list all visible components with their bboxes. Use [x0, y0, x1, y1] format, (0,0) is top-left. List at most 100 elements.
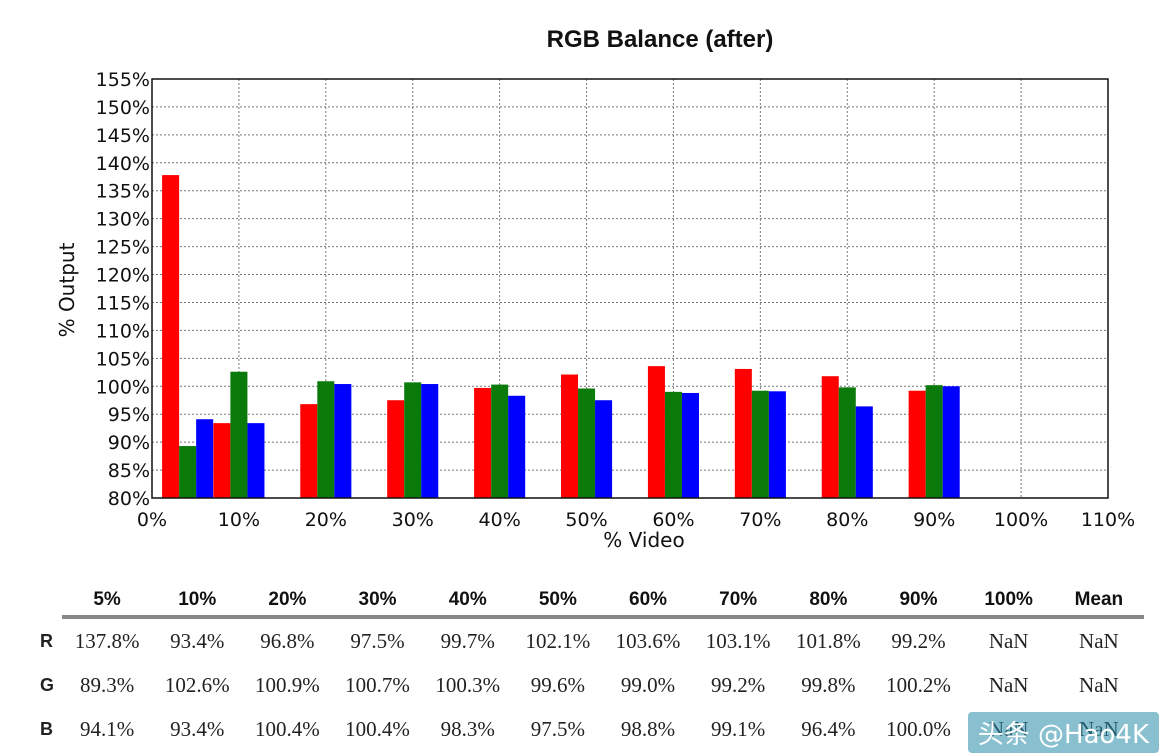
y-tick-label: 135%: [96, 181, 150, 203]
column-header: Mean: [1053, 585, 1144, 619]
column-header: 90%: [873, 585, 964, 619]
bar-r-40: [474, 387, 492, 498]
bar-r-90: [908, 390, 926, 498]
bar-g-90: [925, 385, 943, 498]
table-cell: 93.4%: [170, 716, 225, 741]
bar-g-10: [230, 371, 248, 498]
bar-r-80: [821, 376, 839, 498]
x-axis-label: % Video: [603, 528, 684, 552]
table-cell: 96.4%: [801, 716, 856, 741]
table-cell: 100.0%: [886, 716, 951, 741]
x-tick-label: 60%: [652, 509, 694, 531]
x-tick-label: 50%: [565, 509, 607, 531]
table-cell: 98.3%: [440, 716, 495, 741]
column-header: 20%: [242, 585, 333, 619]
table-cell: 99.2%: [711, 672, 766, 697]
y-tick-label: 115%: [96, 292, 150, 314]
table-cell: 100.4%: [255, 716, 320, 741]
bar-b-60: [681, 392, 699, 498]
plot-frame: [151, 78, 1109, 499]
table-cell: 100.9%: [255, 672, 320, 697]
x-tick-label: 110%: [1081, 509, 1135, 531]
table-cell: 100.3%: [435, 672, 501, 697]
x-tick-label: 10%: [218, 509, 260, 531]
table-cell: 100.2%: [886, 672, 951, 697]
table-cell: 97.5%: [350, 628, 405, 653]
bar-r-70: [734, 368, 752, 498]
x-tick-label: 90%: [913, 509, 955, 531]
bar-g-70: [751, 390, 769, 498]
table-cell: NaN: [988, 628, 1029, 653]
x-tick-label: 40%: [479, 509, 521, 531]
table-cell: 99.8%: [801, 672, 856, 697]
column-header: 50%: [512, 585, 603, 619]
table-cell: 102.6%: [164, 672, 230, 697]
bar-r-60: [647, 366, 665, 498]
bar-g-60: [664, 391, 682, 498]
y-tick-label: 125%: [96, 237, 150, 259]
bar-g-5: [179, 446, 197, 498]
table-cell: NaN: [988, 672, 1029, 697]
column-header: 30%: [332, 585, 423, 619]
table-cell: 99.6%: [530, 672, 585, 697]
y-tick-label: 100%: [96, 376, 150, 398]
bar-b-50: [595, 400, 613, 498]
y-tick-label: 150%: [96, 97, 150, 119]
bar-g-20: [317, 381, 335, 498]
table-body: R 137.8% 93.4% 96.8% 97.5% 99.7% 102.1% 103.6% 1…: [40, 617, 1144, 751]
bar-r-20: [300, 404, 318, 498]
x-tick-label: 0%: [137, 509, 167, 531]
y-tick-label: 145%: [96, 125, 150, 147]
watermark: 头条 @Hao4K: [967, 712, 1159, 753]
column-header: 10%: [152, 585, 243, 619]
bar-b-70: [768, 391, 786, 498]
table-cell: 102.1%: [525, 628, 591, 653]
table-cell: 100.4%: [345, 716, 410, 741]
x-tick-label: 70%: [739, 509, 781, 531]
table-row-g: G 89.3% 102.6% 100.9% 100.7% 100.3% 99.6% 99.0%…: [40, 663, 1144, 707]
bar-g-50: [578, 388, 596, 498]
y-tick-label: 85%: [108, 460, 150, 482]
table-cell: 89.3%: [79, 672, 135, 697]
x-tick-label: 20%: [305, 509, 347, 531]
table-cell: 99.1%: [711, 716, 766, 741]
table-cell: 97.5%: [530, 716, 585, 741]
bar-b-5: [196, 419, 214, 498]
rgb-balance-chart: 80% 85% 90% 95% 100% 105% 110% 115% 120% 125% 130%…: [55, 69, 1135, 552]
table-cell: 99.2%: [891, 628, 946, 653]
table-cell: 100.7%: [345, 672, 410, 697]
y-axis-label: % Output: [55, 242, 79, 337]
table-row-r: R 137.8% 93.4% 96.8% 97.5% 99.7% 102.1% 103.6% 1…: [40, 617, 1144, 663]
table-cell: 103.6%: [615, 628, 681, 653]
table-cell: 99.0%: [620, 672, 676, 697]
bar-b-30: [421, 384, 439, 498]
table-cell: 99.7%: [440, 628, 495, 653]
chart-title: RGB Balance (after): [546, 26, 774, 53]
bar-b-10: [247, 423, 265, 498]
table-cell: NaN: [1079, 628, 1119, 653]
bar-b-80: [855, 406, 873, 498]
y-tick-labels: 80% 85% 90% 95% 100% 105% 110% 115% 120% 125% 130%…: [96, 69, 150, 510]
table-cell: 103.1%: [705, 628, 771, 653]
y-tick-label: 105%: [96, 348, 150, 370]
table-cell: 137.8%: [74, 628, 140, 653]
y-tick-label: 140%: [96, 153, 150, 175]
bar-g-30: [404, 382, 422, 498]
x-tick-label: 30%: [392, 509, 434, 531]
y-tick-label: 110%: [96, 320, 150, 342]
y-tick-label: 90%: [108, 432, 150, 454]
x-tick-labels: 0% 10% 20% 30% 40% 50% 60% 70% 80% 90% 100% 110%: [137, 509, 1135, 531]
bar-b-90: [942, 386, 960, 498]
column-header: 80%: [783, 585, 874, 619]
column-header: 100%: [963, 585, 1054, 619]
column-header: 60%: [602, 585, 694, 619]
y-tick-label: 80%: [108, 488, 150, 510]
bar-b-20: [334, 384, 352, 498]
bar-r-30: [387, 400, 405, 498]
bar-g-40: [491, 384, 509, 498]
grid-lines: [151, 78, 1109, 499]
y-tick-label: 95%: [108, 404, 150, 426]
bars: [162, 175, 960, 498]
table-cell: 101.8%: [795, 628, 861, 653]
